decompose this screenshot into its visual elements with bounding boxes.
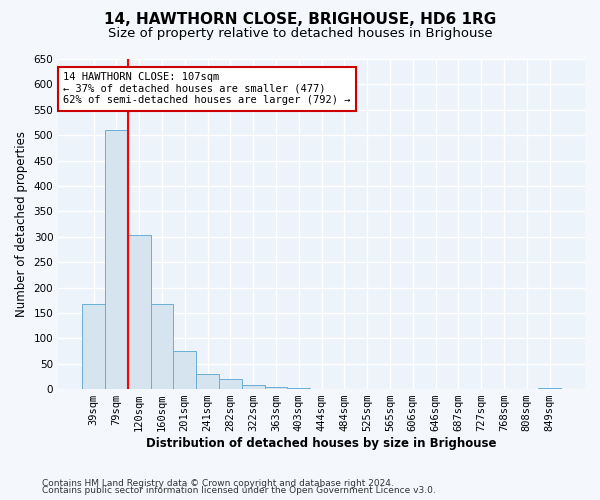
Bar	[128, 235, 151, 389]
Bar	[356, 388, 379, 389]
Bar	[538, 388, 561, 389]
Y-axis label: Number of detached properties: Number of detached properties	[15, 131, 28, 317]
X-axis label: Distribution of detached houses by size in Brighouse: Distribution of detached houses by size …	[146, 437, 497, 450]
Text: 14 HAWTHORN CLOSE: 107sqm
← 37% of detached houses are smaller (477)
62% of semi: 14 HAWTHORN CLOSE: 107sqm ← 37% of detac…	[64, 72, 351, 106]
Bar	[82, 304, 105, 389]
Bar	[173, 351, 196, 389]
Bar	[105, 130, 128, 389]
Text: 14, HAWTHORN CLOSE, BRIGHOUSE, HD6 1RG: 14, HAWTHORN CLOSE, BRIGHOUSE, HD6 1RG	[104, 12, 496, 28]
Bar	[151, 304, 173, 389]
Text: Size of property relative to detached houses in Brighouse: Size of property relative to detached ho…	[107, 28, 493, 40]
Bar	[265, 386, 287, 389]
Bar	[219, 379, 242, 389]
Text: Contains HM Land Registry data © Crown copyright and database right 2024.: Contains HM Land Registry data © Crown c…	[42, 478, 394, 488]
Bar	[242, 385, 265, 389]
Bar	[196, 374, 219, 389]
Bar	[333, 388, 356, 389]
Bar	[310, 388, 333, 389]
Text: Contains public sector information licensed under the Open Government Licence v3: Contains public sector information licen…	[42, 486, 436, 495]
Bar	[287, 388, 310, 389]
